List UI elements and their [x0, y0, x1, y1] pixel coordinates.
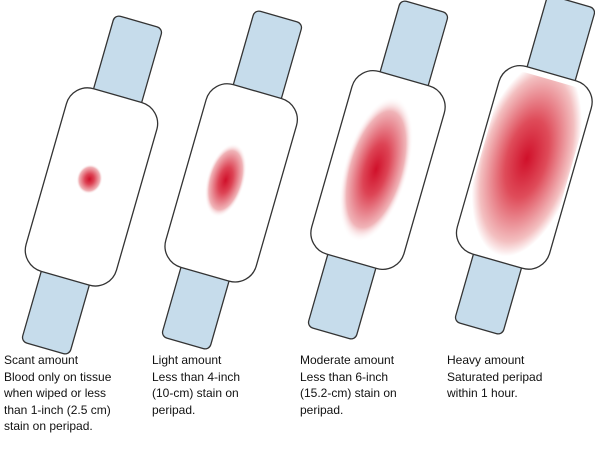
pad-light	[161, 10, 303, 350]
caption-line: (10-cm) stain on	[152, 386, 239, 400]
pad-heavy	[454, 0, 595, 335]
caption-title: Scant amount	[4, 353, 79, 367]
caption-line: within 1 hour.	[447, 386, 518, 400]
caption-title: Light amount	[152, 353, 222, 367]
caption: Scant amount Blood only on tissue when wip…	[4, 352, 111, 435]
pads	[21, 0, 595, 355]
caption-line: when wiped or less	[4, 386, 107, 400]
caption: Moderate amount Less than 6-inch (15.2-cm)…	[300, 352, 397, 418]
pad-moderate	[307, 0, 449, 340]
caption-line: Saturated peripad	[447, 369, 543, 384]
caption-line: peripad.	[152, 402, 196, 417]
pad-scant	[21, 15, 163, 355]
caption-title: Moderate amount	[300, 353, 395, 367]
caption-title: Heavy amount	[447, 353, 525, 367]
caption-line: than 1-inch (2.5 cm)	[4, 402, 111, 417]
caption-line: Less than 4-inch	[152, 369, 241, 384]
caption: Heavy amount Saturated peripad within 1 ho…	[447, 352, 542, 402]
caption-line: Blood only on tissue	[4, 369, 112, 384]
caption-line: stain on peripad.	[4, 419, 93, 433]
caption: Light amount Less than 4-inch (10-cm) stai…	[152, 352, 240, 418]
caption-line: (15.2-cm) stain on	[300, 386, 397, 400]
caption-line: peripad.	[300, 402, 344, 417]
caption-line: Less than 6-inch	[300, 369, 389, 384]
